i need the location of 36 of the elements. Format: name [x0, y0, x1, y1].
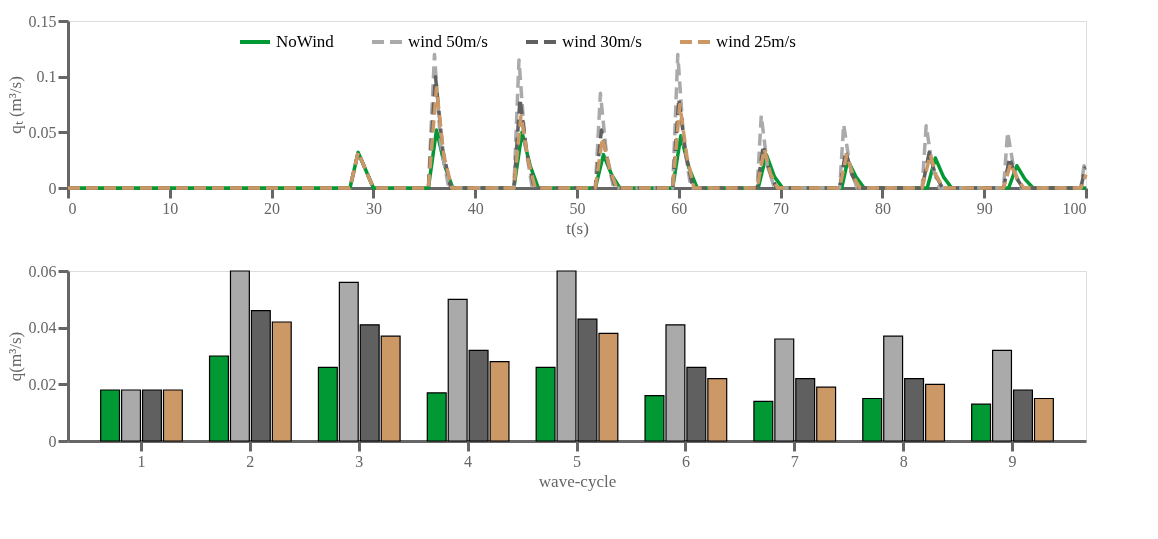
x-tick-label: 2: [246, 452, 255, 470]
x-tick-label: 9: [1008, 452, 1017, 470]
x-tick-label: 7: [790, 452, 799, 470]
y-tick-label: 0.06: [28, 262, 57, 280]
x-tick-label: 60: [671, 199, 688, 217]
x-tick-label: 5: [573, 452, 581, 470]
y-tick-label: 0.05: [28, 123, 57, 141]
y-axis-title: q(m³/s): [5, 331, 25, 382]
x-tick-label: 20: [264, 199, 281, 217]
x-axis-title: t(s): [566, 218, 589, 238]
x-tick-label: 40: [467, 199, 484, 217]
legend-label: wind 25m/s: [716, 32, 796, 51]
x-tick-label: 100: [1062, 199, 1087, 217]
x-tick-label: 30: [365, 199, 382, 217]
x-tick-label: 90: [976, 199, 993, 217]
y-tick-label: 0: [48, 179, 57, 197]
y-tick-label: 0.1: [36, 68, 57, 86]
x-tick-label: 4: [464, 452, 473, 470]
x-tick-label: 1: [137, 452, 146, 470]
legend-label: wind 30m/s: [562, 32, 642, 51]
x-axis-title: wave-cycle: [538, 471, 617, 491]
legend-label: wind 50m/s: [408, 32, 488, 51]
x-tick-label: 50: [569, 199, 586, 217]
x-tick-label: 10: [162, 199, 179, 217]
y-tick-label: 0.02: [28, 375, 57, 393]
x-tick-label: 70: [773, 199, 790, 217]
x-tick-label: 6: [681, 452, 690, 470]
y-tick-label: 0.15: [28, 12, 57, 30]
x-tick-label: 80: [874, 199, 891, 217]
y-tick-label: 0: [48, 432, 57, 450]
x-tick-label: 8: [899, 452, 908, 470]
y-axis-title: qₜ (m³/s): [5, 76, 25, 134]
y-tick-label: 0.04: [28, 319, 57, 337]
legend-label: NoWind: [276, 32, 335, 51]
x-tick-label: 3: [355, 452, 364, 470]
x-tick-label: 0: [68, 199, 77, 217]
